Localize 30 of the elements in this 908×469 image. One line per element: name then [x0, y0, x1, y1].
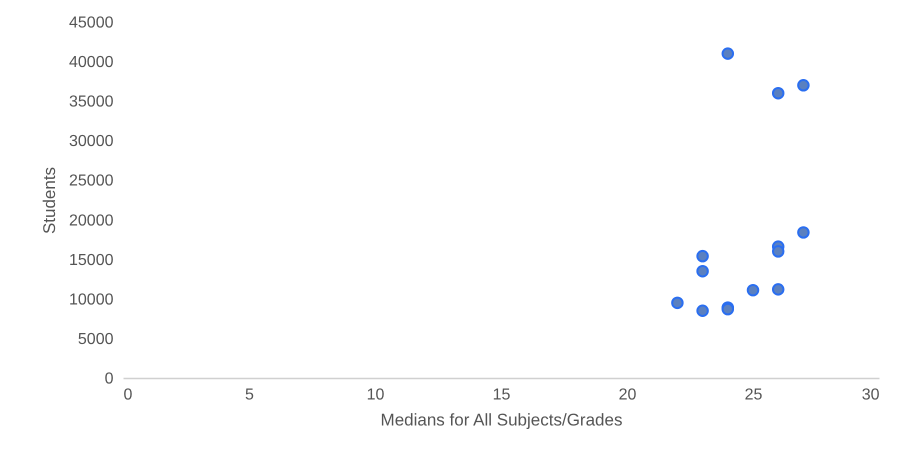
point [797, 226, 810, 239]
point [797, 79, 810, 92]
point [696, 250, 709, 262]
x-tick-label: 10 [366, 386, 384, 404]
y-tick-label: 5000 [78, 330, 114, 348]
x-tick-label: 0 [124, 386, 132, 404]
y-tick-label: 40000 [69, 54, 114, 72]
point [671, 296, 684, 310]
x-tick-label: 15 [492, 386, 510, 404]
point [772, 283, 784, 296]
x-axis-title: Medians for All Subjects/Grades [380, 410, 622, 430]
x-tick-label: 25 [744, 386, 762, 404]
y-tick-label: 0 [104, 370, 114, 388]
y-axis-title: Students [40, 166, 60, 234]
point [722, 47, 734, 60]
point [772, 245, 784, 258]
y-tick-label: 35000 [69, 94, 114, 111]
y-tick-label: 45000 [69, 14, 114, 32]
x-tick-label: 5 [245, 386, 254, 404]
y-tick-label: 15000 [69, 252, 114, 269]
y-tick-label: 20000 [69, 212, 114, 230]
x-tick-label: 20 [618, 386, 636, 404]
point [696, 304, 709, 317]
point [746, 284, 760, 296]
point [696, 264, 709, 278]
y-tick-label: 10000 [69, 291, 114, 308]
y-tick-label: 30000 [69, 133, 114, 150]
x-tick-label: 30 [862, 386, 880, 404]
point [772, 86, 784, 100]
y-tick-label: 25000 [69, 172, 114, 190]
